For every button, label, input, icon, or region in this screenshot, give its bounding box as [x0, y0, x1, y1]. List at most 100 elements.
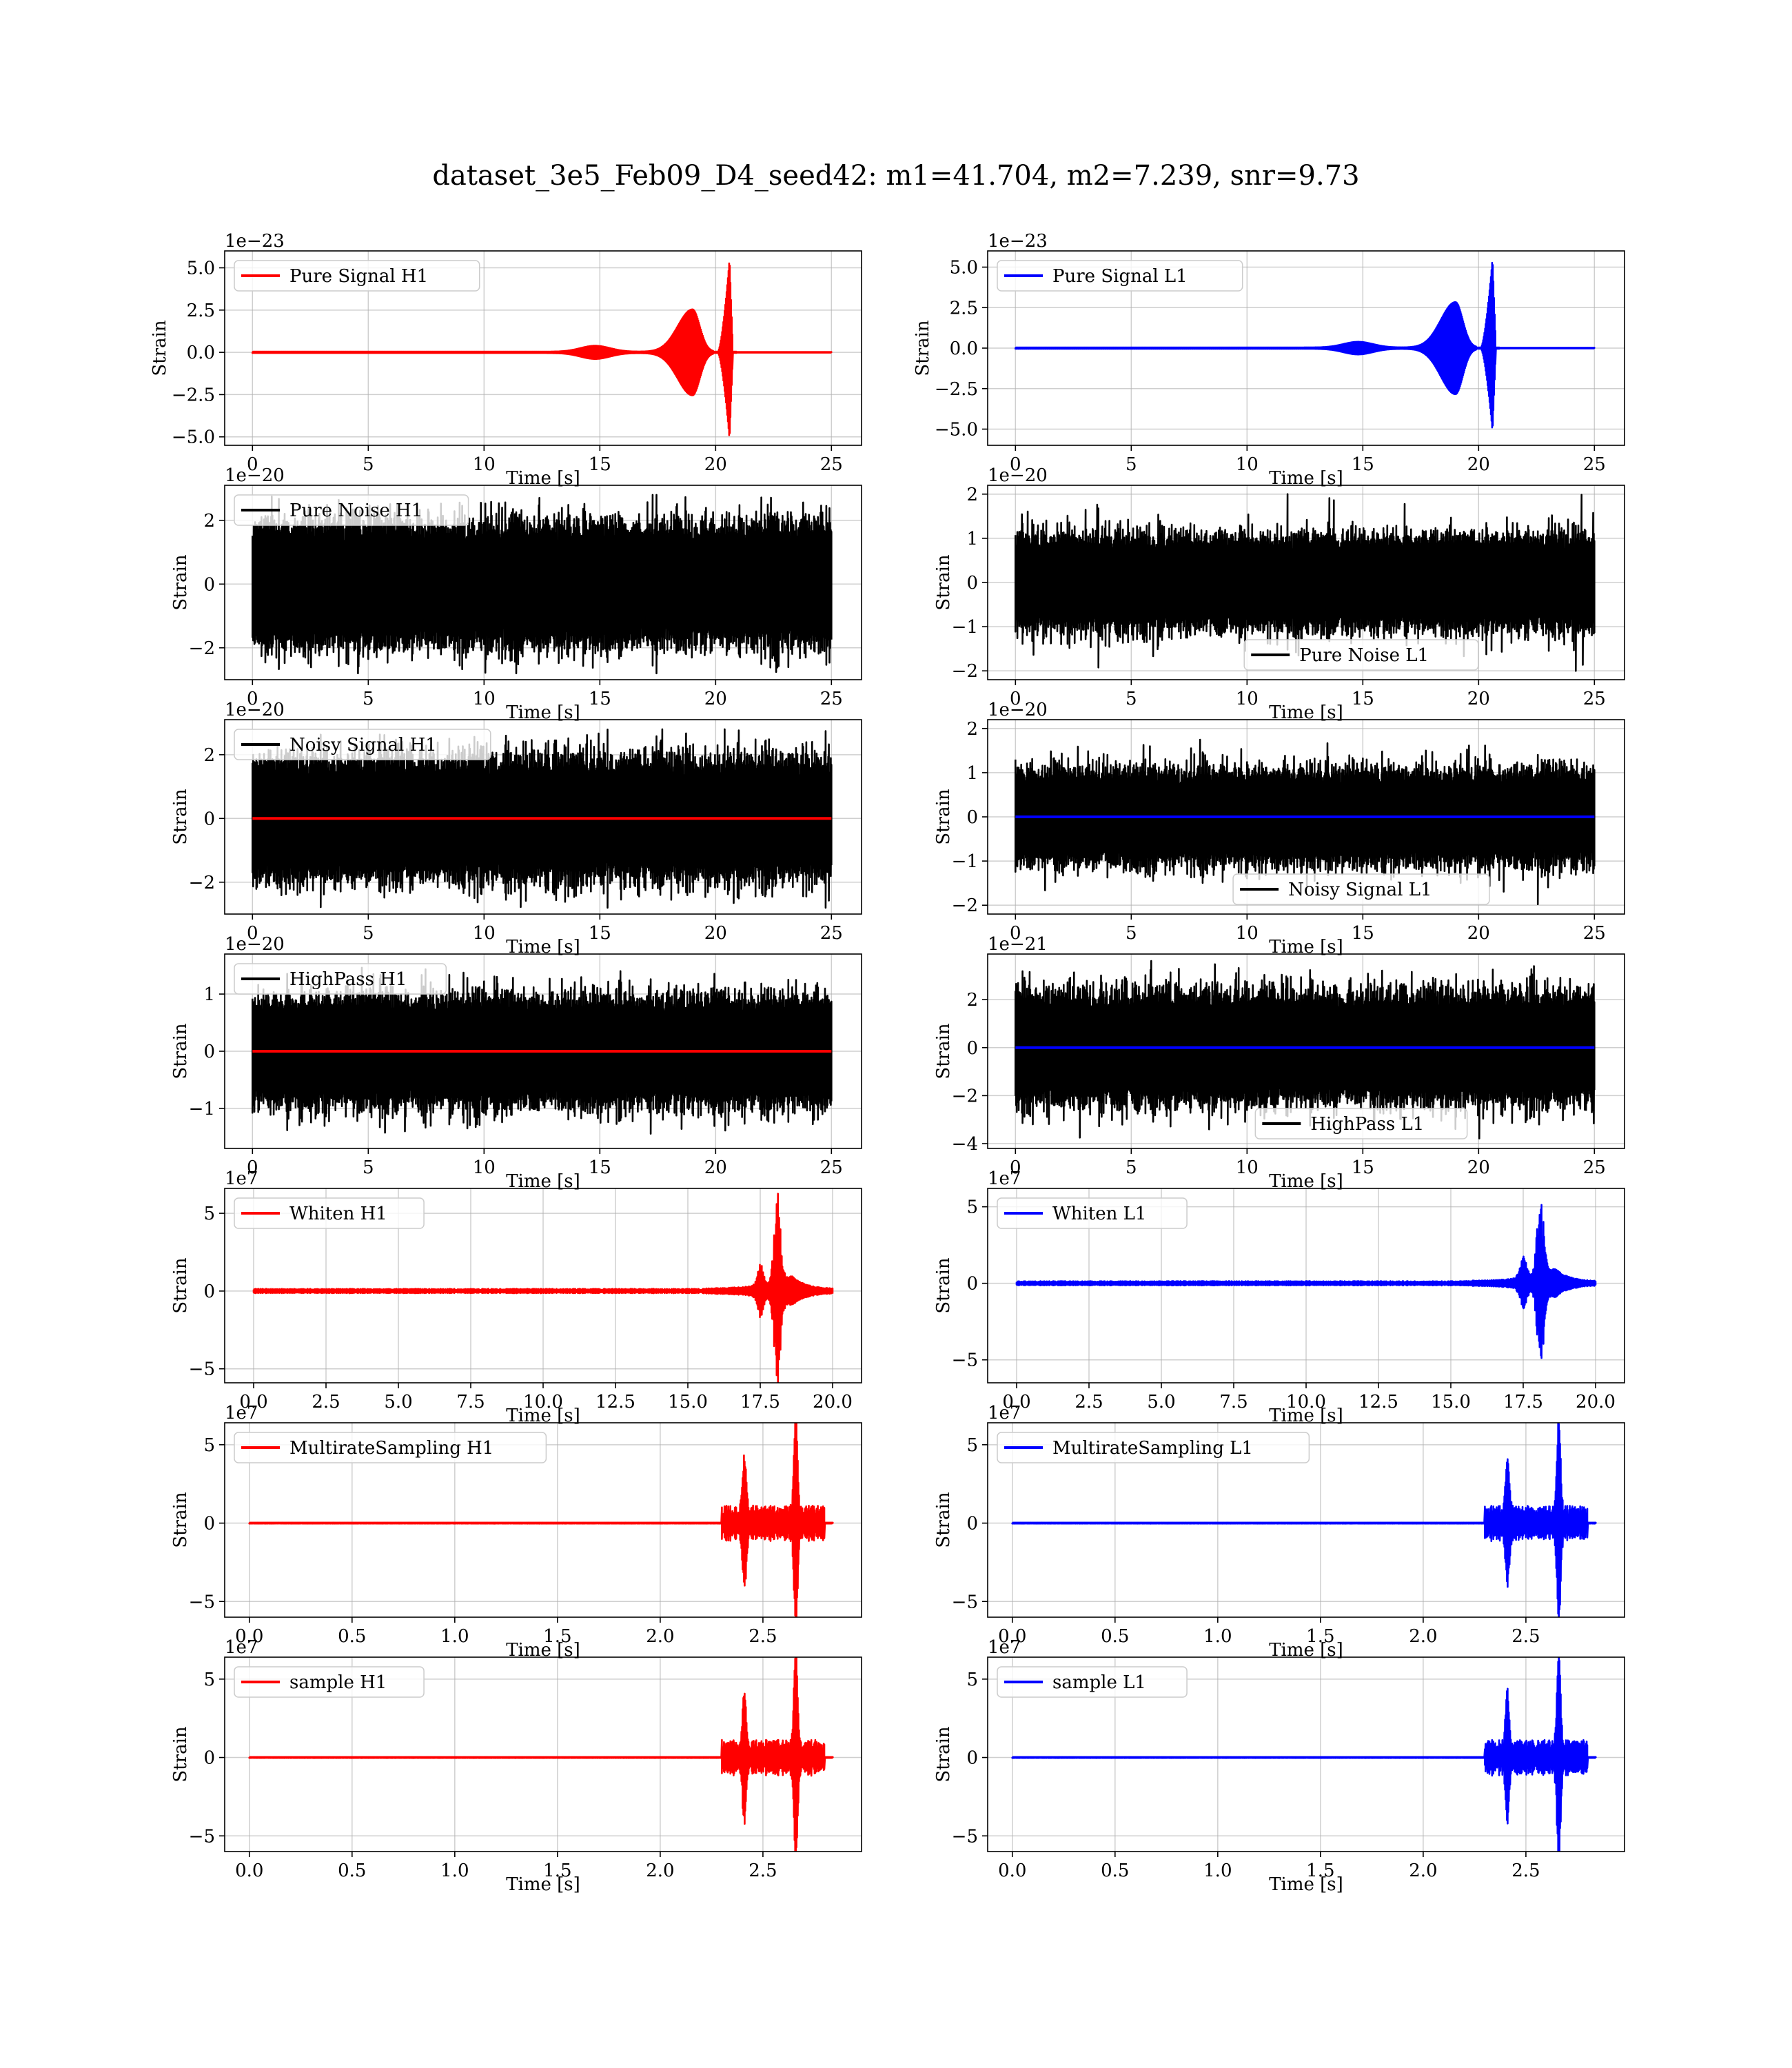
x-tick-label: 0.0 [239, 1392, 267, 1412]
x-tick-label: 0.0 [235, 1861, 263, 1881]
y-tick-label: 1 [966, 763, 978, 784]
x-tick-label: 20 [1467, 454, 1490, 475]
legend-box [997, 1666, 1188, 1698]
plot-area [248, 1657, 834, 1852]
legend-box [234, 260, 480, 292]
y-axis-label: Strain [933, 789, 954, 845]
plot-area [248, 1423, 834, 1617]
x-tick-label: 17.5 [740, 1392, 780, 1412]
y-tick-label: −2 [952, 661, 978, 682]
x-tick-label: 0.5 [1101, 1861, 1129, 1881]
y-tick-label: 2 [966, 719, 978, 740]
x-tick-label: 5.0 [384, 1392, 412, 1412]
legend: Whiten L1 [997, 1197, 1188, 1229]
y-tick-label: 0 [966, 573, 978, 594]
series-pure-noise-l1-0 [1015, 493, 1596, 672]
x-tick-label: 15 [1352, 1157, 1374, 1178]
y-tick-label: −2.5 [172, 385, 215, 405]
axis-offset-label: 1e7 [225, 1637, 258, 1658]
x-tick-label: 25 [1583, 923, 1606, 944]
legend-box [1254, 1108, 1468, 1139]
x-tick-label: 12.5 [1358, 1392, 1398, 1412]
x-tick-label: 7.5 [1219, 1392, 1248, 1412]
x-tick-label: 15.0 [1431, 1392, 1471, 1412]
y-tick-label: 2.5 [187, 301, 215, 321]
x-tick-label: 0 [1010, 689, 1021, 709]
x-tick-label: 17.5 [1503, 1392, 1543, 1412]
x-tick-label: 15 [589, 454, 611, 475]
x-tick-label: 2.5 [749, 1861, 777, 1881]
x-tick-label: 20 [704, 923, 727, 944]
y-tick-label: 0 [203, 1042, 215, 1062]
x-tick-label: 25 [820, 454, 843, 475]
legend-box [234, 963, 447, 995]
y-tick-label: −1 [952, 617, 978, 638]
x-tick-label: 20.0 [813, 1392, 853, 1412]
y-tick-label: −5 [952, 1826, 978, 1847]
x-tick-label: 1.0 [1203, 1861, 1232, 1881]
y-tick-label: 5 [203, 1670, 215, 1690]
y-tick-label: −5 [189, 1359, 215, 1380]
series-pure-signal-h1-0 [252, 262, 833, 436]
x-tick-label: 0.0 [235, 1626, 263, 1647]
legend: Noisy Signal H1 [234, 729, 491, 760]
y-tick-label: 5 [203, 1204, 215, 1224]
legend-label: MultirateSampling H1 [289, 1438, 493, 1459]
x-tick-label: 0.0 [998, 1626, 1026, 1647]
legend: Pure Signal H1 [234, 260, 480, 292]
x-tick-label: 0.0 [1002, 1392, 1030, 1412]
x-tick-label: 0.5 [1101, 1626, 1129, 1647]
axes-frame [224, 1422, 862, 1618]
y-axis-label: Strain [150, 320, 170, 376]
series-pure-noise-h1-0 [252, 494, 833, 675]
axis-offset-label: 1e−20 [225, 465, 285, 486]
y-axis-label: Strain [170, 789, 191, 845]
y-tick-label: −1 [952, 851, 978, 872]
legend-box [997, 1432, 1310, 1463]
y-tick-label: −2.5 [935, 379, 978, 400]
x-tick-label: 20.0 [1576, 1392, 1616, 1412]
x-tick-label: 2.5 [1511, 1626, 1540, 1647]
x-tick-label: 25 [820, 923, 843, 944]
x-axis-label: Time [s] [1269, 1874, 1343, 1895]
y-tick-label: 2 [966, 485, 978, 505]
y-tick-label: −5 [952, 1350, 978, 1371]
subplot-sample-l1: 0.0 0.5 1.0 1.5 2.0 2.5 −5 0 5 1e7 Time [s] Strain s… [933, 1637, 1625, 1895]
y-axis-label: Strain [933, 1492, 954, 1548]
x-tick-label: 20 [1467, 923, 1490, 944]
x-tick-label: 25 [1583, 454, 1606, 475]
y-tick-label: −5 [189, 1826, 215, 1847]
legend-box [1232, 873, 1490, 905]
legend: sample L1 [997, 1666, 1188, 1698]
legend-box [1243, 639, 1479, 671]
y-tick-label: −1 [189, 1099, 215, 1119]
plot-area [252, 728, 833, 909]
legend-label: Pure Noise L1 [1299, 645, 1429, 666]
x-tick-label: 15 [589, 689, 611, 709]
x-tick-label: 20 [704, 1157, 727, 1178]
axis-offset-label: 1e−20 [225, 700, 285, 720]
x-tick-label: 2.0 [1409, 1861, 1437, 1881]
y-tick-label: 5 [966, 1197, 978, 1218]
series-whiten-h1-0 [252, 1193, 834, 1383]
x-tick-label: 20 [704, 689, 727, 709]
legend-label: sample H1 [289, 1672, 387, 1693]
x-axis-label: Time [s] [506, 1874, 580, 1895]
plot-area [1015, 738, 1596, 905]
plot-area [1015, 960, 1596, 1139]
y-tick-label: 0.0 [950, 338, 978, 359]
y-axis-label: Strain [170, 1726, 191, 1783]
y-tick-label: −2 [189, 638, 215, 659]
x-tick-label: 2.5 [1511, 1861, 1540, 1881]
x-tick-label: 0.5 [338, 1626, 366, 1647]
y-tick-label: 5 [966, 1435, 978, 1456]
x-tick-label: 5 [363, 1157, 374, 1178]
legend: HighPass H1 [234, 963, 447, 995]
y-tick-label: 2.5 [950, 298, 978, 318]
